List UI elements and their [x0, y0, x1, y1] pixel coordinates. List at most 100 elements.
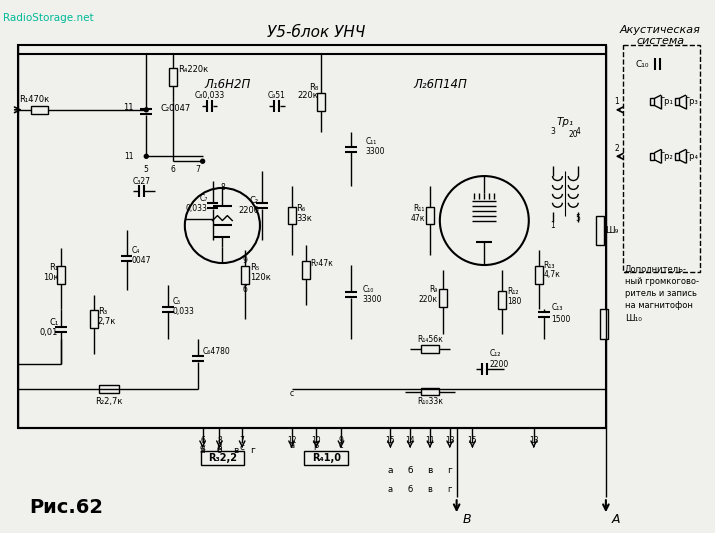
Circle shape: [201, 159, 204, 163]
Text: R₁₃: R₁₃: [543, 261, 555, 270]
Text: б: б: [217, 446, 222, 455]
Text: Гр₂: Гр₂: [659, 152, 673, 161]
Text: C₃27: C₃27: [132, 176, 150, 185]
Text: C₂: C₂: [250, 196, 259, 205]
Text: 9: 9: [242, 256, 247, 264]
Bar: [651, 99, 654, 106]
Text: а: а: [388, 466, 393, 475]
Text: б: б: [408, 486, 413, 495]
Text: 4: 4: [576, 127, 581, 136]
Text: R₁: R₁: [49, 263, 59, 272]
Text: C₅: C₅: [173, 297, 182, 306]
Text: 15: 15: [385, 436, 395, 445]
Text: Ш₁₀: Ш₁₀: [625, 314, 641, 324]
Text: 10к: 10к: [43, 273, 59, 282]
Text: 1: 1: [550, 221, 555, 230]
Text: C₁₀: C₁₀: [636, 60, 649, 69]
Text: У5-блок УНЧ: У5-блок УНЧ: [267, 25, 365, 40]
Text: C₆4780: C₆4780: [202, 348, 230, 357]
Text: R₁₀33к: R₁₀33к: [417, 397, 443, 406]
Text: R₄1,0: R₄1,0: [312, 453, 340, 463]
Text: C₄: C₄: [132, 246, 139, 255]
Text: R₉: R₉: [430, 285, 438, 294]
Text: c: c: [339, 441, 343, 450]
Text: C₁₃: C₁₃: [551, 303, 563, 312]
Text: 8: 8: [220, 183, 225, 192]
Bar: [421, 387, 439, 395]
Text: 33к: 33к: [297, 214, 312, 223]
Bar: [287, 207, 295, 224]
Text: 0,01: 0,01: [40, 328, 59, 337]
Text: Акустическая: Акустическая: [620, 25, 701, 35]
Bar: [201, 451, 244, 465]
Text: A: A: [612, 513, 621, 526]
Text: 0047: 0047: [132, 256, 151, 264]
Bar: [169, 68, 177, 86]
Text: C₁₁
3300: C₁₁ 3300: [365, 136, 385, 156]
Bar: [31, 106, 49, 114]
Text: Гр₁: Гр₁: [659, 98, 673, 107]
Bar: [675, 153, 679, 160]
Bar: [498, 290, 506, 309]
Text: 6: 6: [200, 436, 205, 445]
Bar: [596, 215, 604, 245]
Text: 7: 7: [195, 165, 200, 174]
Text: ритель и запись: ритель и запись: [625, 289, 696, 298]
Text: 120к: 120к: [250, 273, 271, 282]
Circle shape: [144, 155, 148, 158]
Bar: [305, 451, 348, 465]
Bar: [90, 311, 98, 328]
Text: Тр₁: Тр₁: [557, 117, 574, 127]
Text: 7: 7: [240, 436, 245, 445]
Text: 14: 14: [405, 436, 415, 445]
Text: 11: 11: [124, 152, 133, 161]
Text: 10: 10: [312, 436, 321, 445]
Text: ный громкогово-: ный громкогово-: [625, 277, 699, 286]
Text: 1500: 1500: [551, 315, 571, 324]
Bar: [57, 266, 65, 284]
Text: б: б: [408, 466, 413, 475]
Text: Гр₃: Гр₃: [684, 98, 698, 107]
Text: Л₁6Н2П: Л₁6Н2П: [204, 78, 250, 91]
Text: α: α: [199, 443, 206, 452]
Text: а: а: [200, 446, 205, 455]
Bar: [241, 266, 249, 284]
Circle shape: [144, 108, 148, 112]
Text: R₁₄56к: R₁₄56к: [417, 335, 443, 344]
Text: c: c: [240, 443, 245, 452]
Text: 0,033: 0,033: [186, 204, 207, 213]
Text: RadioStorage.net: RadioStorage.net: [3, 13, 94, 23]
Bar: [535, 266, 543, 284]
Text: C₁: C₁: [49, 318, 59, 327]
Text: 2200: 2200: [238, 206, 259, 215]
Text: 11: 11: [123, 103, 134, 112]
Text: R₁470к: R₁470к: [19, 95, 50, 104]
Text: R₃2,2: R₃2,2: [208, 453, 237, 463]
Text: 12: 12: [287, 436, 296, 445]
Text: R₁₁: R₁₁: [414, 204, 425, 213]
Text: 220к: 220к: [297, 91, 318, 100]
Text: C₁₂
2200: C₁₂ 2200: [489, 349, 508, 369]
Text: 2,7к: 2,7к: [98, 317, 117, 326]
Text: 15: 15: [468, 436, 477, 445]
Bar: [18, 45, 606, 428]
Text: Гр₄: Гр₄: [684, 152, 698, 161]
Text: 4,7к: 4,7к: [543, 270, 561, 279]
Text: B: B: [463, 513, 471, 526]
Text: R₄220к: R₄220к: [178, 65, 208, 74]
Text: 5: 5: [144, 165, 149, 174]
Bar: [623, 45, 700, 272]
Text: 3: 3: [550, 127, 555, 136]
Bar: [302, 261, 310, 279]
Text: а: а: [289, 441, 294, 450]
Text: 8: 8: [217, 436, 222, 445]
Text: R₁₂: R₁₂: [507, 287, 518, 296]
Text: Дополнитель-: Дополнитель-: [625, 265, 686, 274]
Text: 0,033: 0,033: [173, 307, 195, 316]
Text: 1: 1: [614, 98, 619, 107]
Text: г: г: [448, 466, 452, 475]
Text: г: г: [250, 446, 255, 455]
Text: R₃: R₃: [98, 307, 107, 316]
Text: система: система: [636, 36, 684, 46]
Text: C₉51: C₉51: [268, 91, 286, 100]
